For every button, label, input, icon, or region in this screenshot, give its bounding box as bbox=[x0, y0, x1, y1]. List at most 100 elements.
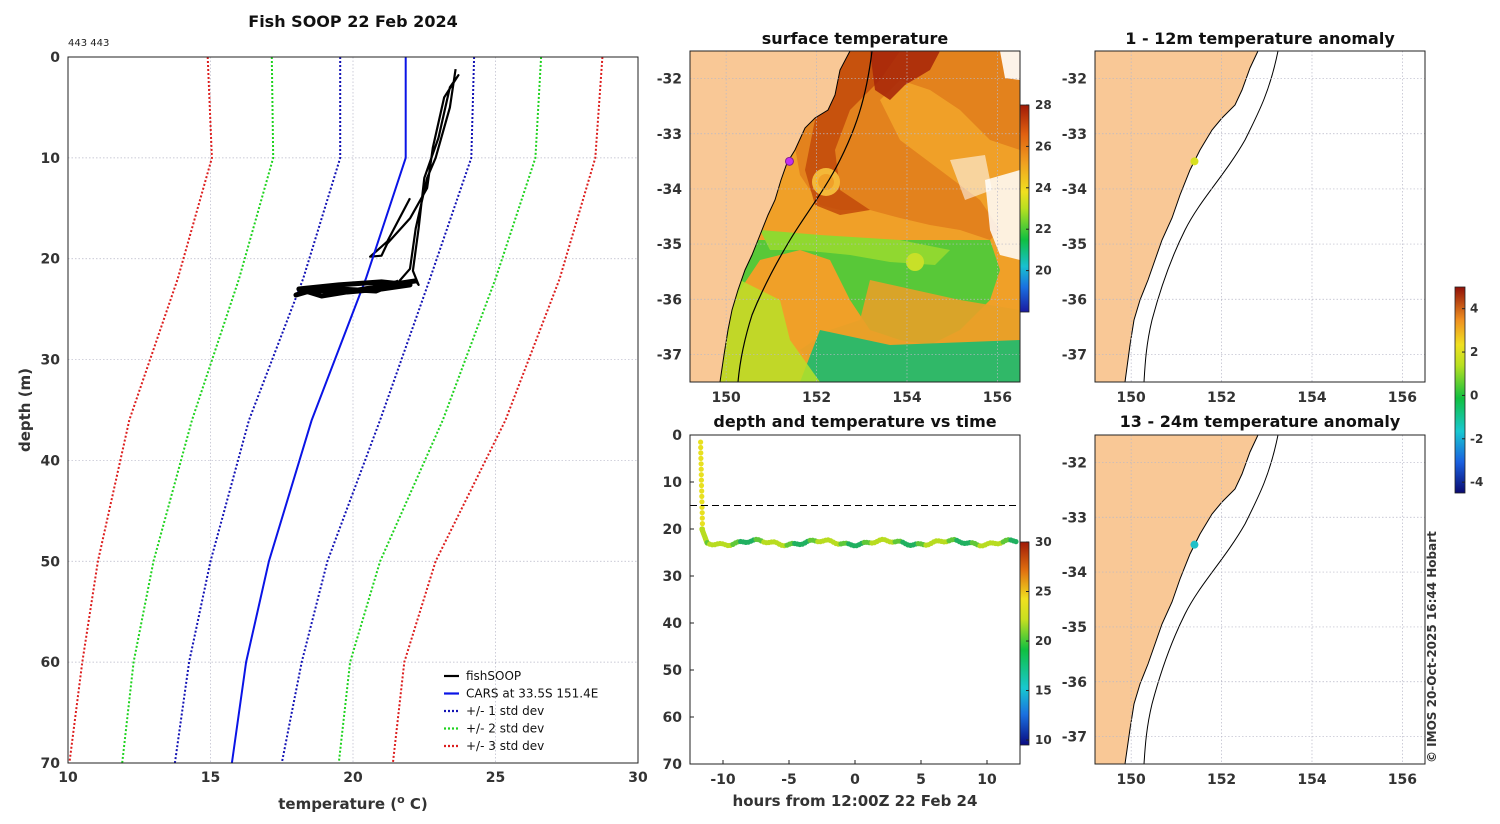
depth-time-x-tick: -10 bbox=[710, 772, 736, 788]
sst-cool-band bbox=[690, 240, 1000, 382]
map-y-tick: -35 bbox=[657, 237, 682, 253]
profile-series-3-line bbox=[337, 56, 543, 764]
profile-series-1-line bbox=[230, 57, 407, 764]
anomaly-1-12m-map: 1 - 12m temperature anomaly 150 152 154 156… bbox=[1062, 29, 1426, 406]
profile-y-tick: 70 bbox=[41, 756, 61, 772]
depth-time-y-tick: 50 bbox=[663, 663, 683, 679]
depth-time-point bbox=[698, 450, 704, 456]
map-y-tick: -37 bbox=[1062, 347, 1087, 363]
anomaly-cb-ticklabel: 4 bbox=[1470, 302, 1478, 316]
map-x-tick: 156 bbox=[1388, 772, 1417, 788]
profile-y-tick: 30 bbox=[41, 353, 61, 369]
sst-grid bbox=[690, 51, 1020, 382]
map-y-tick: -35 bbox=[1062, 620, 1087, 636]
map-x-tick: 154 bbox=[1297, 772, 1326, 788]
profile-series-3-line bbox=[121, 56, 275, 764]
profile-x-tick: 10 bbox=[58, 770, 78, 786]
profile-series-0-line bbox=[294, 68, 460, 298]
profile-xlabel: temperature (o C) bbox=[278, 793, 428, 813]
map-y-tick: -32 bbox=[657, 72, 682, 88]
depth-time-cb-ticklabel: 10 bbox=[1035, 733, 1052, 747]
profile-y-tick: 10 bbox=[41, 151, 61, 167]
map-x-tick: 156 bbox=[983, 390, 1012, 406]
map-x-tick: 154 bbox=[1297, 390, 1326, 406]
anomaly-colorbar-ticks: 4 2 0 -2 -4 bbox=[1462, 302, 1483, 489]
map-x-tick: 156 bbox=[1388, 390, 1417, 406]
depth-time-point bbox=[699, 499, 705, 505]
copyright-note: © IMOS 20-Oct-2025 16:44 Hobart bbox=[1425, 531, 1439, 763]
anomaly-1-12m-frame bbox=[1094, 50, 1426, 383]
sst-colorbar bbox=[1019, 104, 1030, 313]
map-x-tick: 150 bbox=[1117, 390, 1146, 406]
profile-y-tick: 50 bbox=[41, 554, 61, 570]
map-y-tick: -34 bbox=[657, 182, 683, 198]
anomaly-colorbar bbox=[1454, 286, 1466, 494]
sst-bathymetry-contour bbox=[737, 51, 873, 382]
map-x-tick: 152 bbox=[1207, 390, 1236, 406]
depth-time-cb-ticklabel: 25 bbox=[1035, 585, 1052, 599]
profile-axes-frame bbox=[67, 56, 639, 764]
anomaly-1-12m-ticks: 150 152 154 156 -32 -33 -34 -35 -36 -37 bbox=[1062, 72, 1417, 406]
profile-y-tick: 60 bbox=[41, 655, 61, 671]
anomaly-13-24m-ticks: 150 152 154 156 -32 -33 -34 -35 -36 -37 bbox=[1062, 455, 1417, 788]
depth-time-y-tick: 30 bbox=[663, 569, 683, 585]
map-x-tick: 150 bbox=[712, 390, 741, 406]
sst-cb-ticklabel: 26 bbox=[1035, 139, 1052, 153]
depth-time-point bbox=[699, 493, 705, 499]
sst-front bbox=[760, 230, 950, 265]
depth-time-y-tick: 20 bbox=[663, 522, 683, 538]
main-title: Fish SOOP 22 Feb 2024 bbox=[248, 12, 457, 31]
map-y-tick: -32 bbox=[1062, 455, 1087, 471]
anomaly-1-12m-grid bbox=[1095, 51, 1425, 382]
profile-x-tick: 15 bbox=[201, 770, 220, 786]
anomaly-cb-ticklabel: 2 bbox=[1470, 345, 1478, 359]
anomaly-1-12m-marker bbox=[1190, 157, 1199, 166]
sst-map-title: surface temperature bbox=[762, 29, 949, 48]
profile-id-label: 443 443 bbox=[68, 38, 109, 49]
map-y-tick: -35 bbox=[1062, 237, 1087, 253]
depth-time-ticks: -10 -5 0 5 10 0 10 20 30 40 50 60 70 bbox=[663, 428, 997, 788]
legend-label-0: fishSOOP bbox=[466, 669, 521, 683]
anomaly-1-12m-title: 1 - 12m temperature anomaly bbox=[1125, 29, 1395, 48]
sst-hot-core bbox=[870, 51, 940, 100]
depth-time-points bbox=[698, 439, 1019, 549]
depth-time-xlabel: hours from 12:00Z 22 Feb 24 bbox=[733, 792, 978, 810]
depth-time-point bbox=[698, 466, 704, 472]
sst-cb-ticklabel: 24 bbox=[1035, 181, 1052, 195]
profile-legend: fishSOOP CARS at 33.5S 151.4E +/- 1 std de… bbox=[444, 669, 598, 753]
depth-time-x-tick: 10 bbox=[977, 772, 997, 788]
anomaly-13-24m-land bbox=[1094, 434, 1259, 765]
map-x-tick: 150 bbox=[1117, 772, 1146, 788]
sst-colorbar-ticks: 20 22 24 26 28 bbox=[1026, 98, 1052, 278]
sst-cb-ticklabel: 22 bbox=[1035, 222, 1052, 236]
depth-time-cb-ticklabel: 20 bbox=[1035, 634, 1052, 648]
depth-time-point bbox=[1013, 539, 1019, 545]
map-y-tick: -36 bbox=[657, 292, 682, 308]
profile-y-tick: 0 bbox=[50, 50, 60, 66]
profile-lines bbox=[68, 56, 604, 764]
profile-grid bbox=[67, 56, 639, 764]
map-y-tick: -33 bbox=[657, 127, 682, 143]
depth-time-chart: depth and temperature vs time -10 -5 0 5 10 0… bbox=[663, 412, 1052, 810]
map-y-tick: -37 bbox=[657, 347, 682, 363]
depth-time-point bbox=[698, 472, 704, 478]
depth-time-x-tick: 0 bbox=[850, 772, 860, 788]
map-y-tick: -33 bbox=[1062, 510, 1087, 526]
sst-cb-ticklabel: 20 bbox=[1035, 264, 1052, 278]
depth-time-cb-ticklabel: 30 bbox=[1035, 535, 1052, 549]
legend-label-3: +/- 2 std dev bbox=[466, 722, 544, 736]
depth-time-frame bbox=[689, 434, 1021, 765]
profile-series-4-line bbox=[68, 56, 213, 764]
profile-series-2-line bbox=[280, 56, 476, 764]
anomaly-13-24m-grid bbox=[1095, 435, 1425, 764]
depth-time-x-tick: 5 bbox=[916, 772, 926, 788]
anomaly-13-24m-title: 13 - 24m temperature anomaly bbox=[1120, 412, 1401, 431]
depth-time-y-tick: 0 bbox=[672, 428, 682, 444]
anomaly-13-24m-contour bbox=[1143, 434, 1279, 765]
profile-x-tick: 30 bbox=[628, 770, 648, 786]
depth-time-point bbox=[698, 461, 704, 467]
depth-time-point bbox=[698, 482, 705, 489]
depth-time-colorbar bbox=[1019, 541, 1030, 746]
profile-x-tick: 20 bbox=[343, 770, 363, 786]
